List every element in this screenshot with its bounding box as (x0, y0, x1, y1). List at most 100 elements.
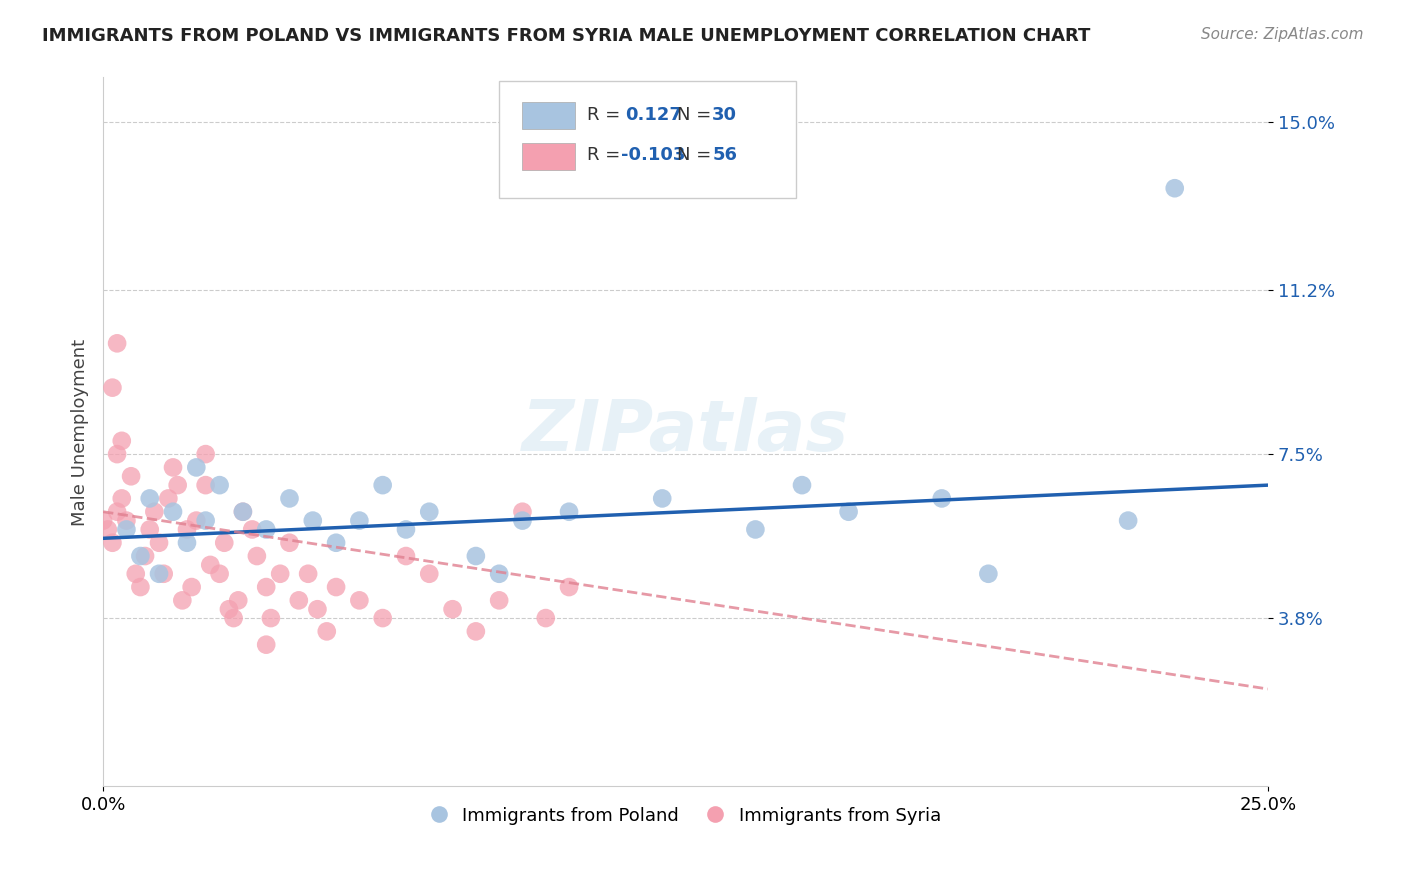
Point (129, 549, 152, 563)
FancyBboxPatch shape (523, 103, 575, 129)
Point (115, 523, 138, 537)
Point (162, 460, 184, 475)
Text: 30: 30 (713, 106, 737, 124)
Point (232, 505, 254, 519)
Point (246, 549, 269, 563)
Point (105, 447, 128, 461)
Point (744, 523, 766, 537)
Point (1116, 514, 1139, 528)
Point (208, 566, 231, 581)
Text: N =: N = (678, 146, 717, 164)
Point (186, 460, 208, 475)
Point (441, 602, 464, 616)
Text: 56: 56 (713, 146, 737, 164)
Text: -0.103: -0.103 (621, 146, 686, 164)
Point (194, 478, 217, 492)
Point (138, 523, 160, 537)
Point (91, 514, 114, 528)
Point (307, 602, 329, 616)
Point (166, 478, 188, 492)
Point (162, 505, 184, 519)
Text: 0.127: 0.127 (624, 106, 682, 124)
FancyBboxPatch shape (523, 143, 575, 169)
Point (143, 505, 166, 519)
Text: N =: N = (678, 106, 717, 124)
Point (120, 469, 142, 483)
Point (349, 593, 371, 607)
Point (254, 580, 277, 594)
Point (115, 514, 138, 528)
Point (111, 491, 134, 506)
Point (371, 478, 394, 492)
Point (977, 566, 1000, 581)
Point (148, 566, 170, 581)
Point (325, 580, 347, 594)
Point (395, 549, 418, 563)
Point (301, 514, 323, 528)
Point (200, 558, 222, 572)
Point (186, 514, 208, 528)
Point (558, 505, 581, 519)
Point (105, 505, 128, 519)
Point (1164, 181, 1187, 195)
Point (172, 593, 194, 607)
Point (278, 491, 301, 506)
Point (534, 611, 557, 625)
Point (288, 593, 311, 607)
Point (395, 523, 418, 537)
Point (260, 611, 283, 625)
Point (214, 535, 236, 549)
Text: IMMIGRANTS FROM POLAND VS IMMIGRANTS FROM SYRIA MALE UNEMPLOYMENT CORRELATION CH: IMMIGRANTS FROM POLAND VS IMMIGRANTS FRO… (42, 27, 1091, 45)
Point (464, 549, 486, 563)
Text: R =: R = (586, 146, 626, 164)
Point (232, 505, 254, 519)
Point (208, 478, 231, 492)
Text: ZIPatlas: ZIPatlas (522, 398, 849, 467)
Point (349, 514, 371, 528)
Point (101, 381, 124, 395)
Point (418, 566, 440, 581)
Point (838, 505, 860, 519)
Point (129, 580, 152, 594)
Point (512, 505, 534, 519)
Point (152, 566, 174, 581)
Point (176, 535, 198, 549)
Point (176, 523, 198, 537)
Point (371, 611, 394, 625)
Point (222, 611, 245, 625)
Point (297, 566, 319, 581)
Point (105, 336, 128, 351)
Point (180, 580, 202, 594)
Text: Source: ZipAtlas.com: Source: ZipAtlas.com (1201, 27, 1364, 42)
Point (125, 566, 148, 581)
Legend: Immigrants from Poland, Immigrants from Syria: Immigrants from Poland, Immigrants from … (420, 797, 950, 834)
Point (651, 491, 673, 506)
Point (558, 580, 581, 594)
Point (226, 593, 249, 607)
Point (278, 535, 301, 549)
Point (315, 624, 337, 639)
Point (418, 505, 440, 519)
Point (97, 523, 120, 537)
Point (269, 566, 291, 581)
Point (138, 491, 160, 506)
Point (218, 602, 240, 616)
Point (931, 491, 953, 506)
Point (157, 491, 180, 506)
Point (101, 535, 124, 549)
Y-axis label: Male Unemployment: Male Unemployment (72, 338, 89, 525)
Point (512, 514, 534, 528)
Point (194, 514, 217, 528)
Point (194, 447, 217, 461)
Point (325, 535, 347, 549)
Point (148, 535, 170, 549)
Point (111, 434, 134, 448)
Point (464, 624, 486, 639)
Point (790, 478, 813, 492)
Point (134, 549, 156, 563)
Point (254, 523, 277, 537)
Point (488, 566, 510, 581)
Text: R =: R = (586, 106, 626, 124)
Point (240, 523, 263, 537)
Point (488, 593, 510, 607)
